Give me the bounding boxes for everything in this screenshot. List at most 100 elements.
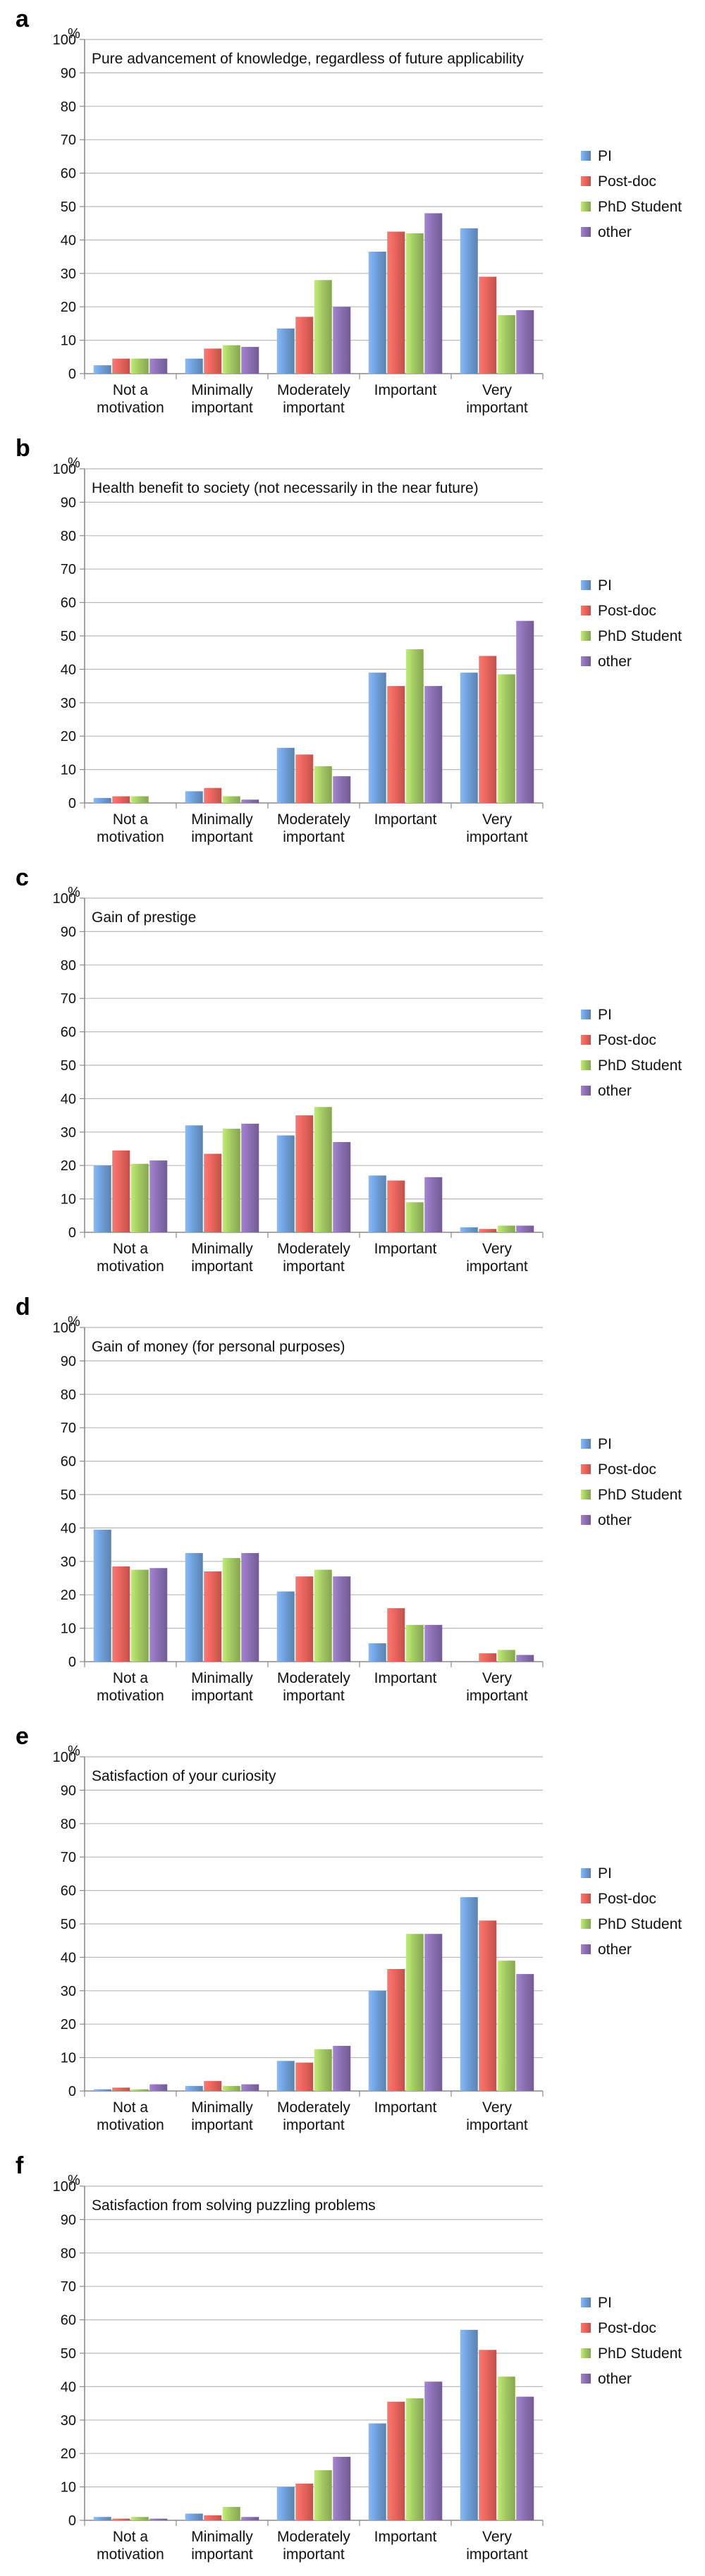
bar-post-doc-1 <box>204 1571 222 1662</box>
legend-swatch <box>581 1919 591 1929</box>
bar-other-1 <box>241 1123 259 1232</box>
bar-pi-2 <box>276 1135 295 1232</box>
legend-entry: PI <box>598 577 612 594</box>
y-tick-label: 20 <box>61 2446 76 2462</box>
category-label: important <box>466 2546 528 2563</box>
legend-entry: Post-doc <box>598 1032 656 1048</box>
legend-swatch <box>581 2374 591 2384</box>
bar-phd-student-4 <box>497 1225 515 1232</box>
bar-phd-student-0 <box>130 2517 149 2520</box>
chart-title: Satisfaction of your curiosity <box>92 1768 276 1784</box>
legend-swatch <box>581 1464 591 1474</box>
legend-entry: Post-doc <box>598 173 656 190</box>
y-tick-label: 90 <box>61 66 76 81</box>
bar-post-doc-3 <box>387 686 405 803</box>
y-tick-label: 10 <box>61 2480 76 2496</box>
bar-pi-4 <box>460 673 478 803</box>
category-label: Moderately <box>277 2099 350 2116</box>
category-label: important <box>466 2117 528 2133</box>
legend-entry: PhD Student <box>598 1057 682 1074</box>
y-tick-label: 0 <box>68 1225 76 1241</box>
bar-phd-student-3 <box>405 649 424 803</box>
y-tick-label: 50 <box>61 1917 76 1932</box>
category-label: Not a <box>113 382 149 398</box>
y-tick-label: 0 <box>68 2513 76 2529</box>
bar-other-0 <box>149 2084 168 2091</box>
category-label: Very <box>482 811 513 828</box>
panel-label: d <box>16 1294 30 1320</box>
legend-swatch <box>581 1944 591 1954</box>
bar-pi-1 <box>185 791 203 803</box>
y-tick-label: 30 <box>61 1984 76 1999</box>
category-label: important <box>191 400 253 416</box>
legend-entry: PhD Student <box>598 1487 682 1503</box>
chart-title: Gain of prestige <box>92 909 196 926</box>
legend-entry: PI <box>598 2295 612 2311</box>
y-tick-label: 100 <box>53 1750 76 1765</box>
bar-phd-student-4 <box>497 1650 515 1662</box>
legend-swatch <box>581 1490 591 1499</box>
bar-post-doc-0 <box>112 2518 130 2520</box>
category-label: motivation <box>97 1688 164 1704</box>
bar-pi-4 <box>460 228 478 374</box>
bar-pi-0 <box>93 1165 111 1232</box>
category-label: important <box>191 2546 253 2563</box>
legend-entry: PhD Student <box>598 628 682 644</box>
legend-entry: PhD Student <box>598 199 682 215</box>
bar-phd-student-1 <box>222 1129 240 1232</box>
y-tick-label: 80 <box>61 99 76 115</box>
bar-phd-student-0 <box>130 1163 149 1232</box>
legend-swatch <box>581 2323 591 2333</box>
bar-pi-1 <box>185 2513 203 2520</box>
bar-other-2 <box>333 2046 351 2091</box>
bar-post-doc-1 <box>204 348 222 374</box>
category-label: Moderately <box>277 811 350 828</box>
bar-pi-0 <box>93 2089 111 2091</box>
legend-entry: other <box>598 1942 632 1958</box>
y-tick-label: 40 <box>61 1950 76 1965</box>
chart-panel-f: f 0 10 20 30 40 50 60 70 80 90 100% Satisfaction fro… <box>0 2147 705 2570</box>
bar-pi-4 <box>460 1897 478 2091</box>
chart-panel-e: e 0 10 20 30 40 50 60 70 80 90 100% Satisfaction of … <box>0 1717 705 2140</box>
bar-phd-student-1 <box>222 2507 240 2520</box>
bar-pi-0 <box>93 797 111 803</box>
bar-pi-1 <box>185 1552 203 1662</box>
legend-entry: PhD Student <box>598 1916 682 1932</box>
bar-other-4 <box>516 620 534 803</box>
legend-entry: other <box>598 224 632 240</box>
y-tick-label: 60 <box>61 2313 76 2329</box>
bar-pi-0 <box>93 1529 111 1662</box>
bar-phd-student-1 <box>222 345 240 374</box>
y-tick-label: 100 <box>53 32 76 48</box>
y-tick-label: 90 <box>61 924 76 940</box>
bar-chart: 0 10 20 30 40 50 60 70 80 90 100% Satisfaction of y… <box>53 1743 682 2133</box>
y-tick-label: 90 <box>61 1783 76 1798</box>
bar-post-doc-4 <box>479 1653 497 1662</box>
y-axis-label: % <box>68 1743 80 1759</box>
category-label: important <box>191 1258 253 1275</box>
legend-entry: other <box>598 1512 632 1528</box>
bar-pi-3 <box>368 1175 386 1232</box>
bar-pi-3 <box>368 2423 386 2520</box>
bar-post-doc-1 <box>204 2080 222 2091</box>
bar-pi-0 <box>93 2517 111 2520</box>
bar-other-1 <box>241 799 259 803</box>
category-label: motivation <box>97 2117 164 2133</box>
category-label: Moderately <box>277 1241 350 1257</box>
category-label: Important <box>374 1670 437 1686</box>
bar-other-0 <box>149 2518 168 2520</box>
bar-phd-student-4 <box>497 1961 515 2091</box>
legend-swatch <box>581 1060 591 1070</box>
legend-entry: PI <box>598 1007 612 1023</box>
category-label: Minimally <box>191 1670 253 1686</box>
y-tick-label: 50 <box>61 629 76 644</box>
legend-swatch <box>581 1035 591 1045</box>
category-label: important <box>283 1258 345 1275</box>
bar-other-1 <box>241 2084 259 2091</box>
y-tick-label: 10 <box>61 763 76 778</box>
bar-post-doc-3 <box>387 1968 405 2091</box>
category-label: Not a <box>113 2099 149 2116</box>
bar-pi-3 <box>368 1643 386 1662</box>
bar-other-3 <box>424 1177 443 1232</box>
chart-title: Pure advancement of knowledge, regardles… <box>92 51 524 67</box>
